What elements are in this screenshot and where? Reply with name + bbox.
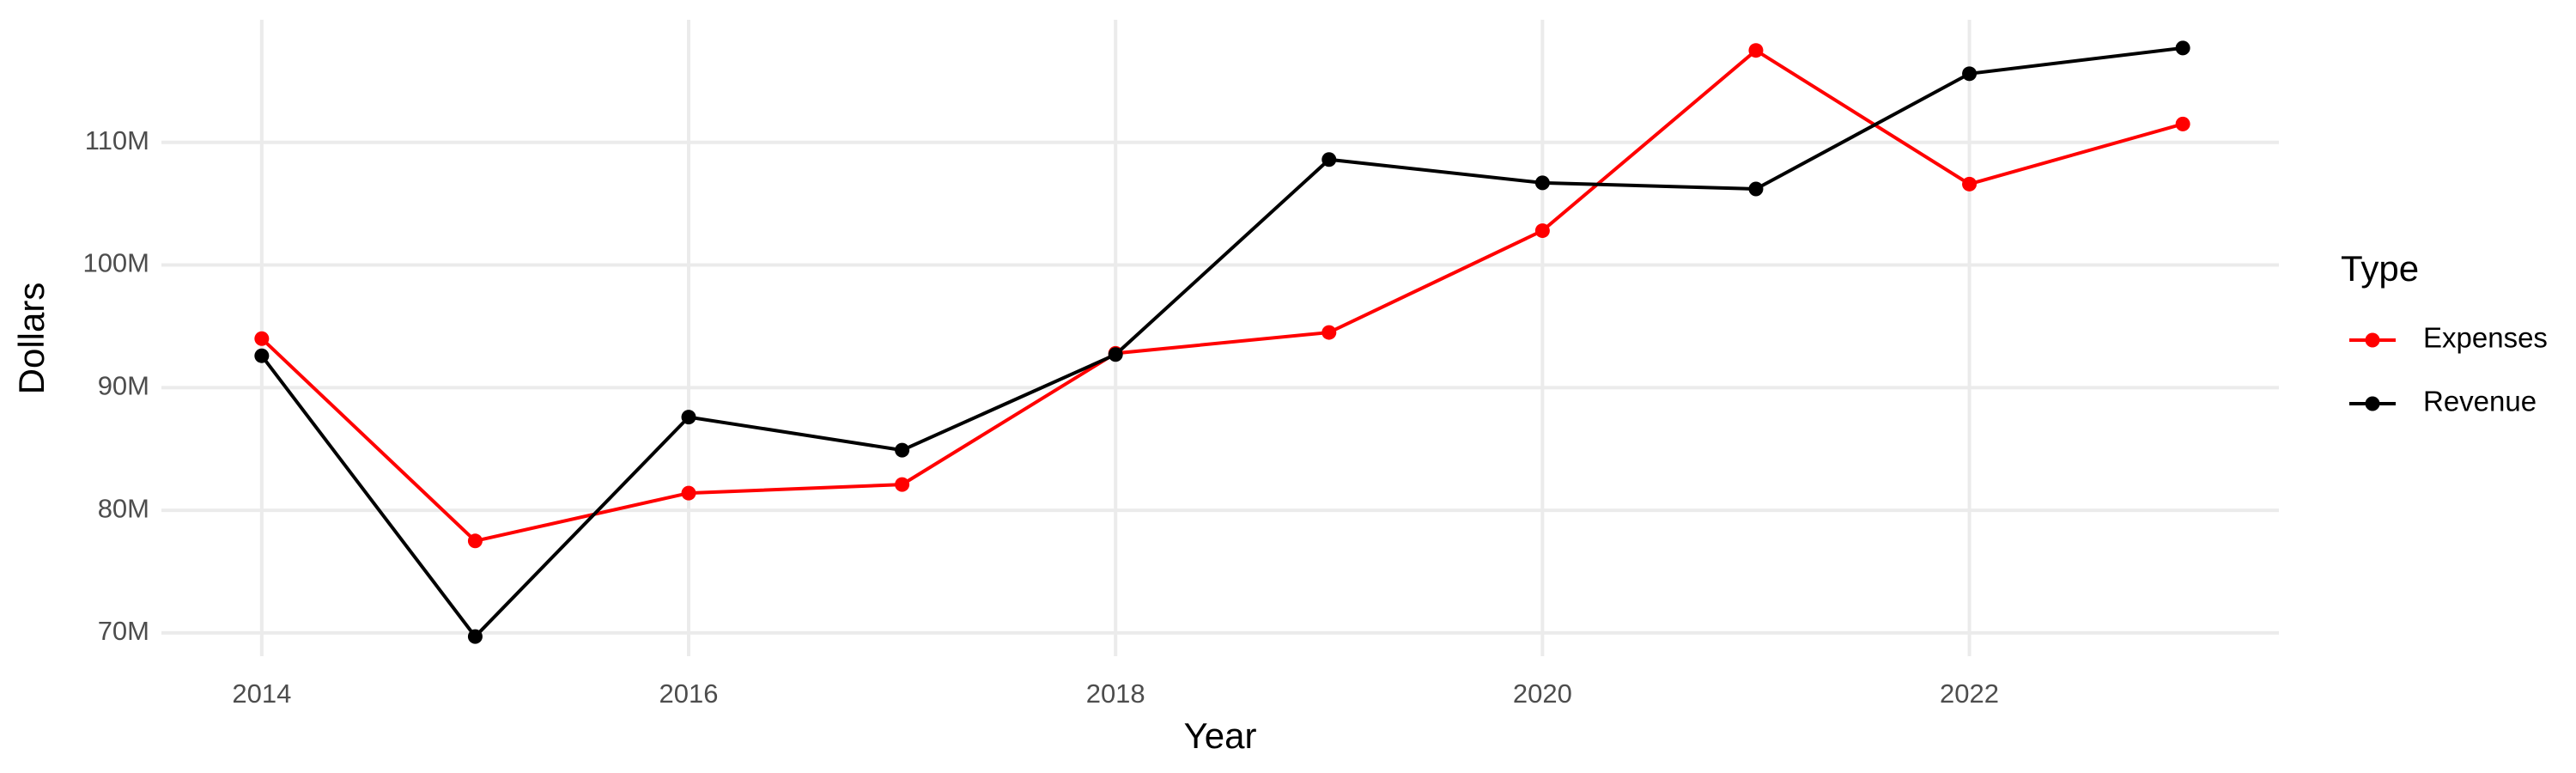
y-tick-label: 70M: [98, 616, 149, 646]
data-point: [467, 629, 483, 644]
series-line: [260, 48, 2184, 543]
series-line: [260, 46, 2184, 640]
data-point: [1748, 181, 1764, 197]
data-point: [1321, 152, 1337, 167]
x-tick-label: 2022: [1940, 679, 1999, 709]
data-point: [2175, 40, 2190, 56]
y-tick-label: 90M: [98, 371, 149, 401]
x-axis-title: Year: [1184, 715, 1257, 756]
data-point: [1534, 175, 1550, 191]
data-point: [254, 331, 270, 346]
x-tick-label: 2020: [1513, 679, 1572, 709]
data-point: [2175, 116, 2190, 131]
legend-marker: [2365, 396, 2380, 411]
x-tick-label: 2018: [1086, 679, 1145, 709]
data-point: [681, 485, 696, 501]
data-point: [1108, 347, 1123, 362]
data-point: [1321, 325, 1337, 340]
data-point: [467, 533, 483, 549]
legend-marker: [2365, 332, 2380, 348]
y-tick-label: 100M: [82, 248, 149, 278]
data-point: [1748, 43, 1764, 58]
legend-label: Revenue: [2423, 386, 2537, 417]
y-tick-label: 110M: [85, 125, 149, 155]
data-point: [895, 442, 910, 458]
x-tick-label: 2016: [659, 679, 719, 709]
data-point: [895, 477, 910, 492]
x-tick-label: 2014: [232, 679, 291, 709]
y-tick-label: 80M: [98, 493, 149, 523]
data-point: [254, 348, 270, 363]
data-point: [1534, 223, 1550, 239]
data-point: [1962, 66, 1978, 82]
data-point: [681, 410, 696, 425]
legend-title: Type: [2341, 248, 2419, 289]
data-point: [1962, 176, 1978, 192]
y-axis-title: Dollars: [11, 283, 52, 395]
legend-label: Expenses: [2423, 322, 2548, 354]
